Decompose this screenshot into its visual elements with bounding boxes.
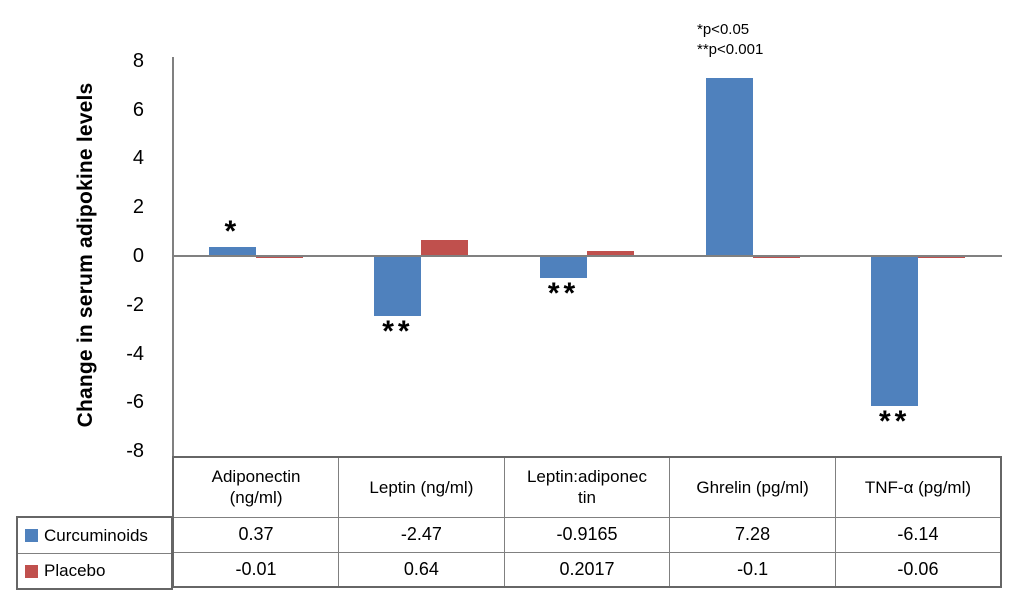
legend-table: Curcuminoids Placebo <box>16 516 173 590</box>
significance-marker-2: ** <box>382 315 414 349</box>
zero-gridline <box>173 255 1002 257</box>
bar-placebo-3 <box>587 251 634 256</box>
table-value-cell: -0.01 <box>172 551 340 588</box>
bar-curcuminoids-3 <box>540 256 587 279</box>
table-value-cell: 0.2017 <box>503 551 671 588</box>
y-tick-label: -2 <box>126 293 144 316</box>
significance-note-line-2: **p<0.001 <box>697 41 764 58</box>
plot-area: * ** ** ** <box>172 57 1002 456</box>
table-header-cell: Ghrelin (pg/ml) <box>669 456 836 518</box>
significance-marker-1: * <box>224 214 241 248</box>
table-header-cell: Adiponectin (ng/ml) <box>172 456 340 518</box>
legend-row-curcuminoids: Curcuminoids <box>18 518 171 553</box>
table-value-cell: 7.28 <box>669 516 836 553</box>
bar-placebo-4 <box>752 256 800 259</box>
table-header-cell: Leptin (ng/ml) <box>338 456 505 518</box>
legend-swatch-icon <box>25 564 38 578</box>
y-tick-label: 8 <box>132 49 144 72</box>
y-tick-label: -6 <box>126 391 144 414</box>
table-value-cell: -2.47 <box>338 516 505 553</box>
bar-curcuminoids-4 <box>705 78 753 256</box>
bar-curcuminoids-1 <box>208 246 256 256</box>
significance-marker-5: ** <box>879 404 911 438</box>
y-tick-label: 0 <box>132 245 144 267</box>
bar-curcuminoids-2 <box>374 256 422 317</box>
table-value-cell: -0.1 <box>669 551 836 588</box>
table-value-cell: -6.14 <box>834 516 1002 553</box>
y-axis-line <box>172 57 174 456</box>
y-axis-tick-labels: 8 6 4 2 0 -2 -4 -6 -8 <box>90 50 158 462</box>
significance-marker-3: ** <box>547 277 580 311</box>
significance-note: *p<0.05 **p<0.001 <box>697 20 763 60</box>
table-value-cell: 0.37 <box>172 516 340 553</box>
legend-label: Curcuminoids <box>44 525 148 545</box>
y-tick-label: 6 <box>132 98 144 121</box>
bar-curcuminoids-5 <box>871 256 919 406</box>
table-value-cell: -0.06 <box>834 551 1002 588</box>
table-value-cell: -0.9165 <box>503 516 671 553</box>
legend-row-placebo: Placebo <box>18 553 171 588</box>
y-tick-label: -8 <box>126 440 144 463</box>
significance-note-line-1: *p<0.05 <box>697 21 750 38</box>
bar-placebo-1 <box>255 256 303 258</box>
table-header-cell: TNF-α (pg/ml) <box>834 456 1002 518</box>
y-tick-label: -4 <box>126 342 144 365</box>
bar-placebo-2 <box>421 240 469 256</box>
table-header-cell: Leptin:adiponec tin <box>503 456 671 518</box>
table-value-cell: 0.64 <box>338 551 505 588</box>
data-table: Adiponectin (ng/ml) Leptin (ng/ml) Leptin:… <box>172 456 1002 588</box>
legend-label: Placebo <box>44 561 106 580</box>
data-table-header-row: Adiponectin (ng/ml) Leptin (ng/ml) Leptin:… <box>172 456 1002 518</box>
legend-swatch-icon <box>25 529 38 542</box>
table-row-curcuminoids: 0.37 -2.47 -0.9165 7.28 -6.14 <box>172 516 1002 553</box>
y-tick-label: 2 <box>132 196 144 219</box>
table-row-placebo: -0.01 0.64 0.2017 -0.1 -0.06 <box>172 551 1002 588</box>
y-tick-label: 4 <box>132 147 144 170</box>
bar-placebo-5 <box>918 256 966 258</box>
